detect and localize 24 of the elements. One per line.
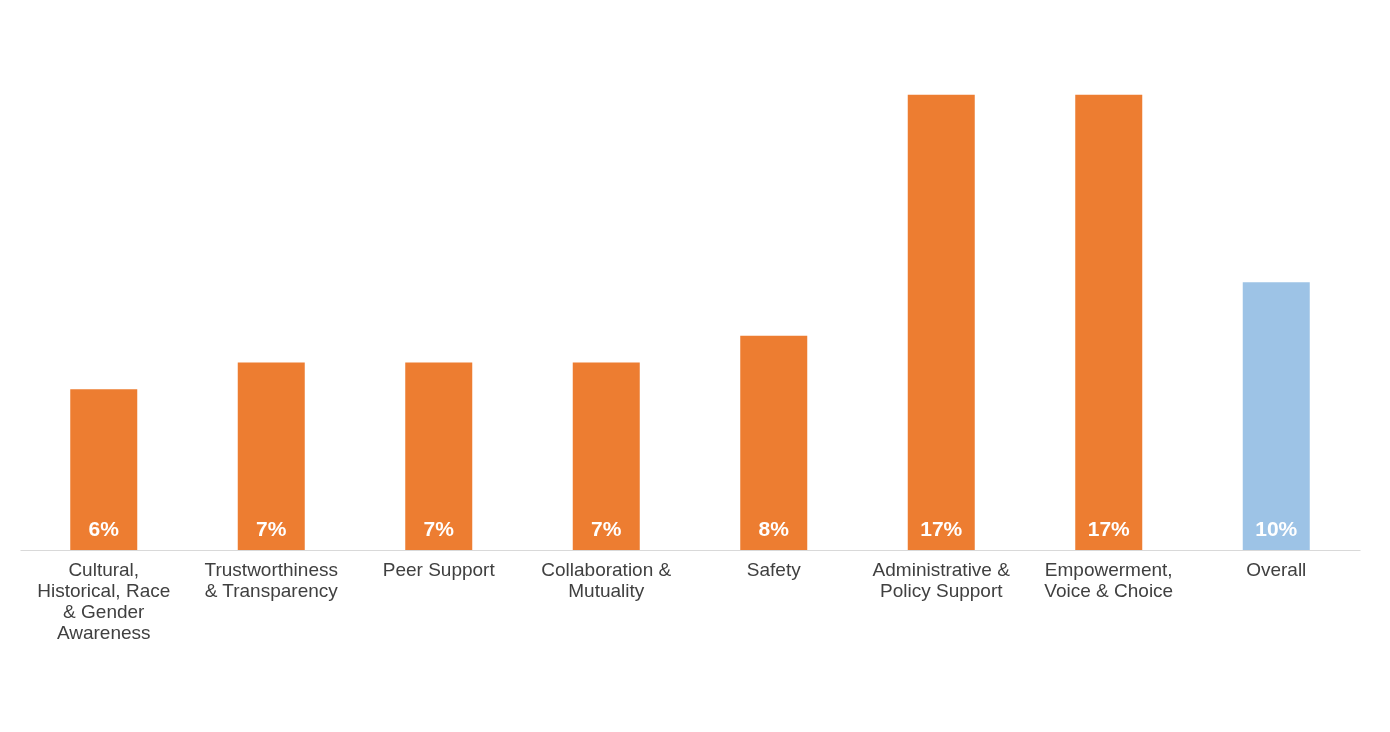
bar (1075, 94, 1143, 550)
x-tick-label: Cultural, Historical, Race & Gender Awareness (37, 558, 171, 643)
x-tick-label: Trustworthiness & Transparency (204, 558, 339, 601)
bar (237, 362, 305, 550)
bar (572, 362, 640, 550)
bar (70, 389, 138, 550)
x-tick-label: Safety (746, 558, 802, 580)
bar (405, 362, 473, 550)
data-label: 7% (591, 517, 622, 540)
data-label: 7% (256, 517, 287, 540)
data-label: 17% (920, 517, 963, 540)
bar (740, 335, 808, 550)
x-tick-label: Collaboration & Mutuality (541, 558, 672, 601)
x-tick-label: Empowerment, Voice & Choice (1044, 558, 1174, 601)
data-label: 6% (88, 517, 120, 540)
data-label: 8% (758, 517, 790, 540)
bar (1242, 282, 1310, 550)
x-tick-label: Peer Support (382, 558, 496, 580)
x-tick-label: Administrative & Policy Support (872, 558, 1011, 601)
data-label: 17% (1087, 517, 1131, 540)
data-label: 7% (423, 517, 455, 540)
bar (907, 94, 975, 550)
data-label: 10% (1255, 517, 1298, 540)
x-tick-label: Overall (1246, 558, 1307, 580)
